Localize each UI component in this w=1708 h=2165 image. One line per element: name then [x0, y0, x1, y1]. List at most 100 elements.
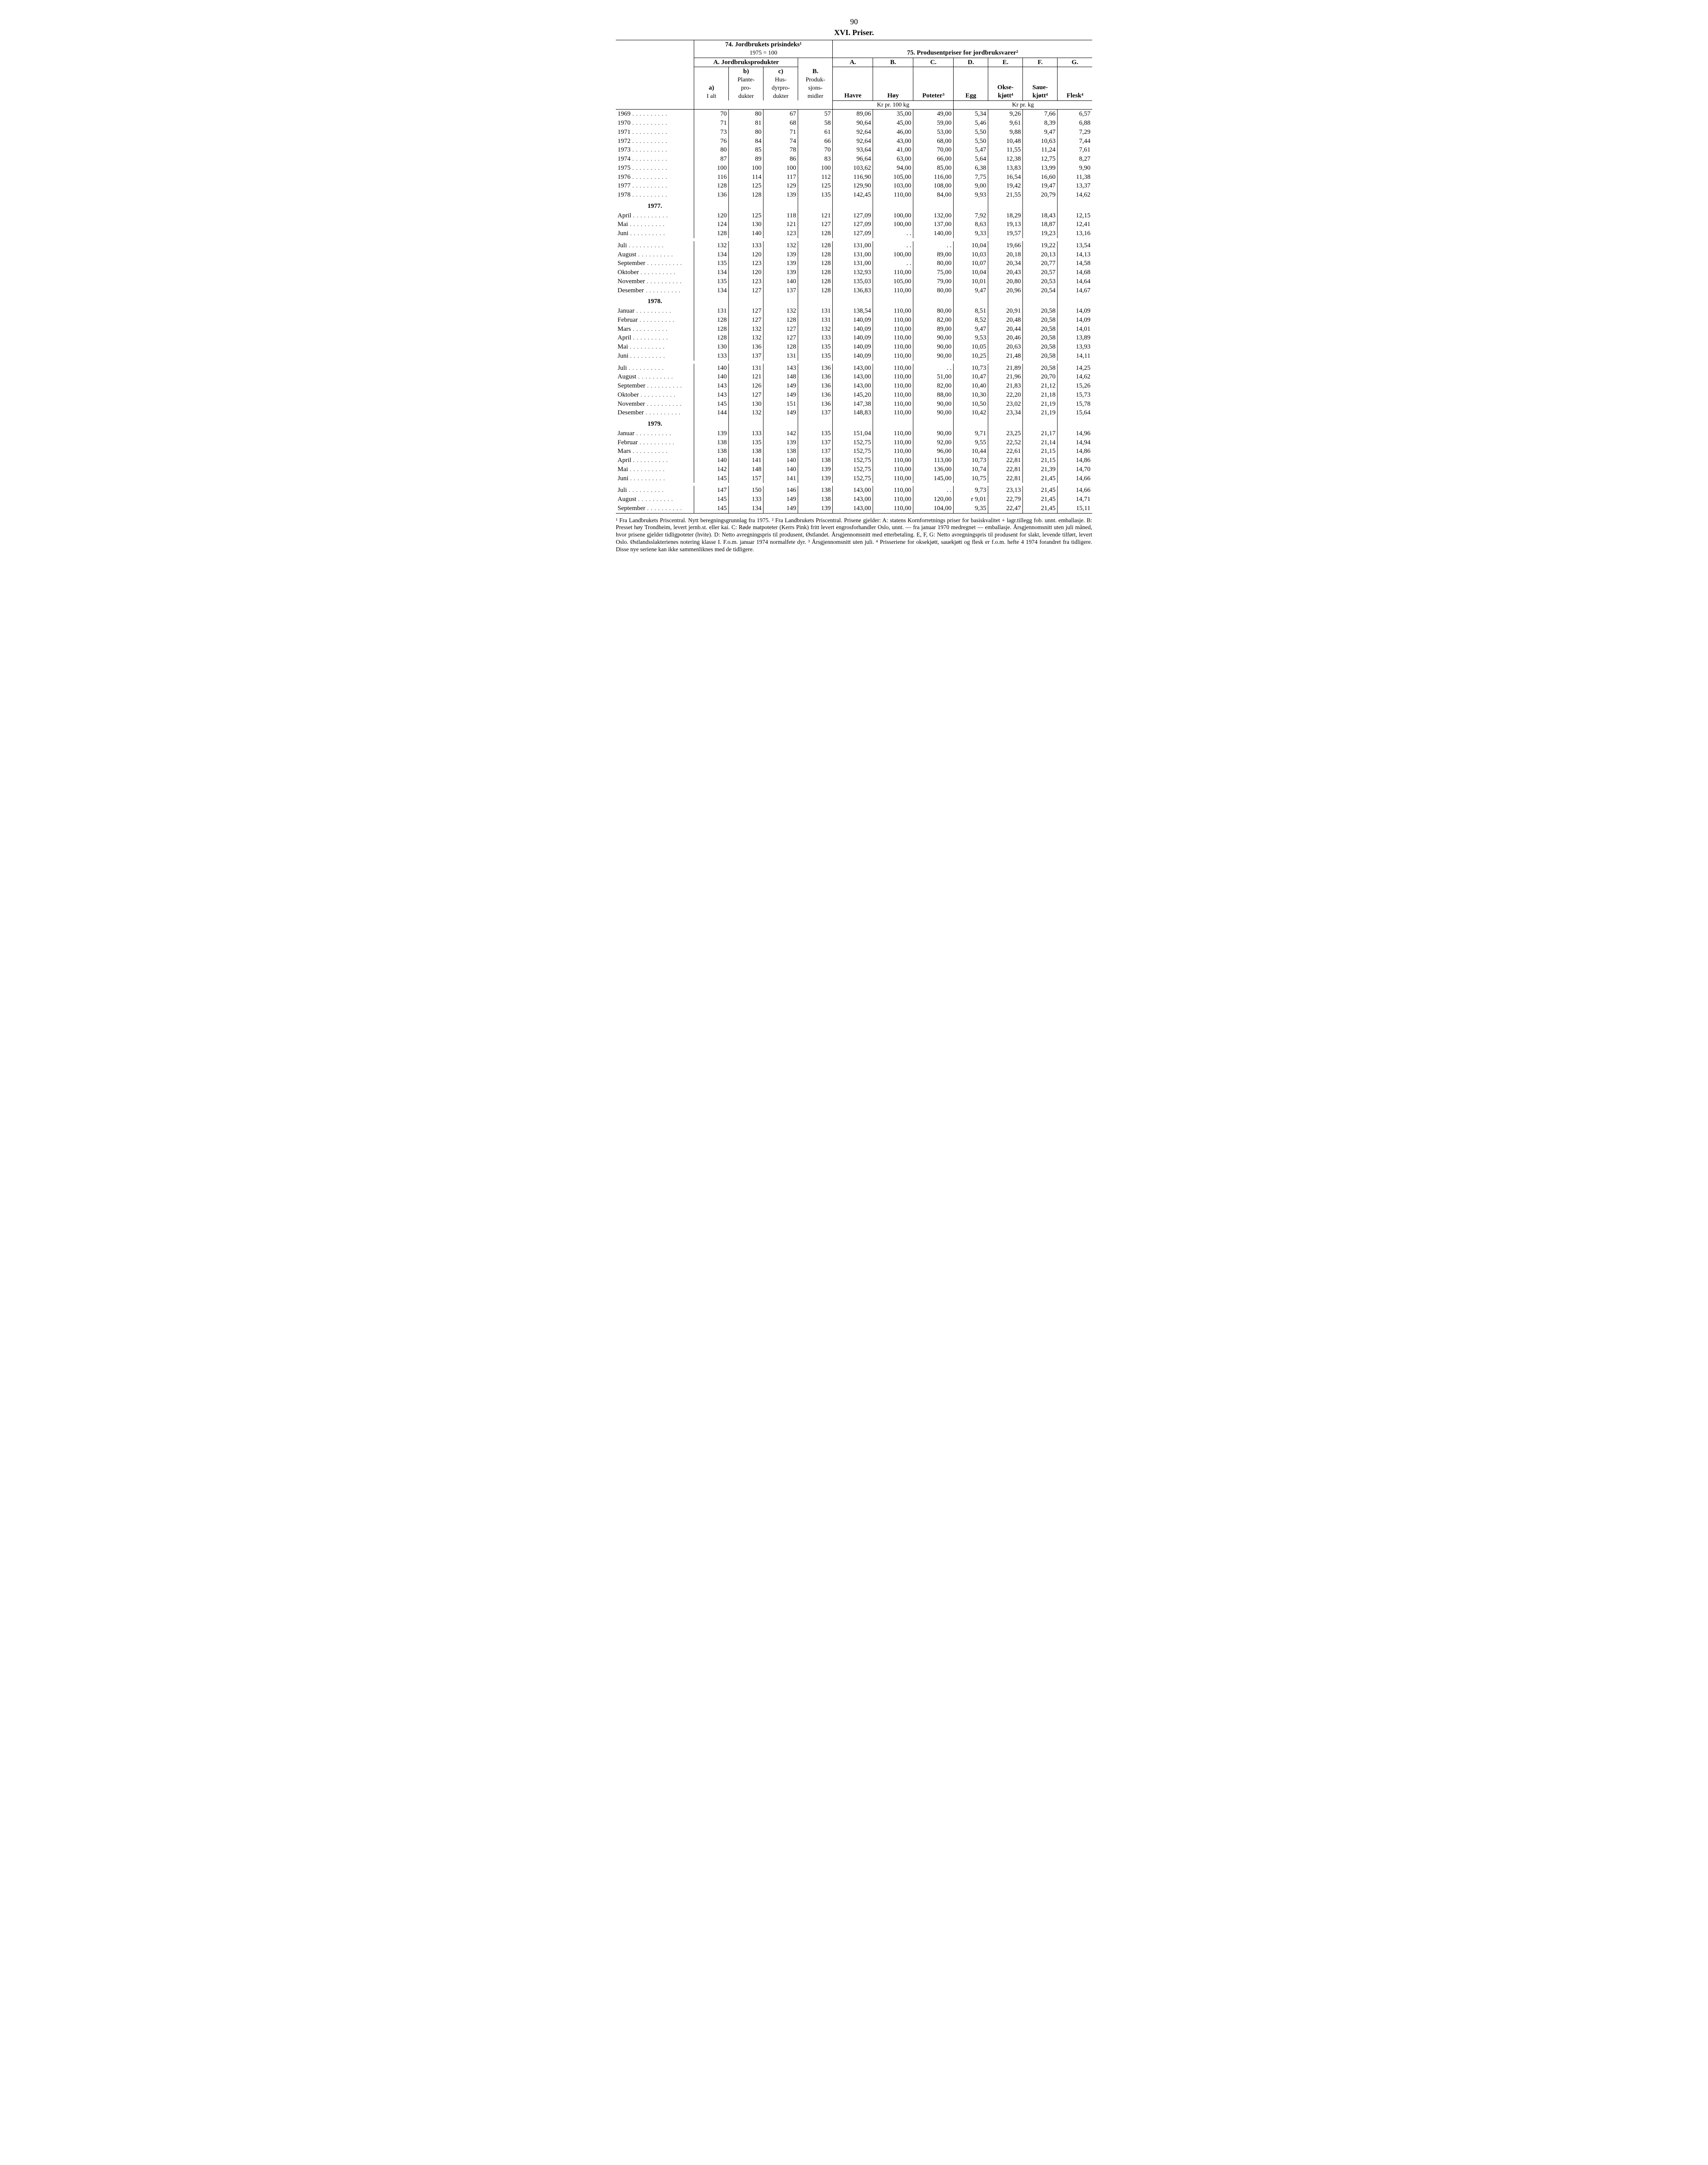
hdr-okse: Okse-kjøtt⁴ [988, 67, 1023, 101]
cell: 128 [694, 181, 729, 191]
cell: 82,00 [913, 381, 954, 391]
row-label: August [616, 372, 694, 381]
cell: 140 [729, 229, 763, 238]
cell: 151 [763, 400, 798, 409]
cell: 90,00 [913, 333, 954, 343]
cell: 140 [763, 465, 798, 474]
cell: 19,22 [1023, 241, 1058, 250]
cell: 14,11 [1058, 352, 1092, 361]
cell: 20,58 [1023, 307, 1058, 316]
cell: 10,07 [954, 259, 988, 268]
cell: 21,19 [1023, 400, 1058, 409]
cell: 21,39 [1023, 465, 1058, 474]
cell: 110,00 [873, 325, 913, 334]
cell: 104,00 [913, 504, 954, 513]
row-label: 1970 [616, 119, 694, 128]
cell: 21,45 [1023, 504, 1058, 513]
row-label: 1973 [616, 145, 694, 155]
cell: 68,00 [913, 137, 954, 146]
cell: 149 [763, 504, 798, 513]
cell: 10,04 [954, 268, 988, 277]
row-label: September [616, 381, 694, 391]
cell: 138 [729, 447, 763, 456]
cell: 18,29 [988, 211, 1023, 220]
cell: 113,00 [913, 456, 954, 465]
cell: 117 [763, 173, 798, 182]
cell: 20,57 [1023, 268, 1058, 277]
cell: 132,00 [913, 211, 954, 220]
cell: 127,09 [833, 229, 873, 238]
cell: 14,09 [1058, 307, 1092, 316]
cell: 13,99 [1023, 164, 1058, 173]
cell: 142 [694, 465, 729, 474]
cell: 100,00 [873, 211, 913, 220]
cell: 88,00 [913, 391, 954, 400]
hdr-B: B.Produk-sjons-midler [798, 58, 833, 100]
cell: 128 [763, 343, 798, 352]
row-label: Juni [616, 474, 694, 483]
row-label: Juli [616, 364, 694, 373]
row-label: November [616, 400, 694, 409]
cell: 13,37 [1058, 181, 1092, 191]
cell: 71 [763, 128, 798, 137]
cell: 138 [798, 495, 833, 504]
cell: 151,04 [833, 429, 873, 438]
cell: 16,60 [1023, 173, 1058, 182]
cell: 127 [763, 333, 798, 343]
cell: 127 [729, 391, 763, 400]
cell: 10,73 [954, 456, 988, 465]
cell: 133 [694, 352, 729, 361]
cell: 140,09 [833, 343, 873, 352]
cell: 86 [763, 155, 798, 164]
cell: 19,57 [988, 229, 1023, 238]
cell: 14,86 [1058, 447, 1092, 456]
cell: 9,93 [954, 191, 988, 200]
cell: 103,00 [873, 181, 913, 191]
cell: 110,00 [873, 316, 913, 325]
cell: 11,38 [1058, 173, 1092, 182]
cell: 147 [694, 486, 729, 495]
hdr-col-B: B. [873, 58, 913, 67]
cell: 92,00 [913, 438, 954, 447]
cell: 5,47 [954, 145, 988, 155]
cell: 89,06 [833, 110, 873, 119]
cell: 140 [763, 456, 798, 465]
cell: 20,58 [1023, 316, 1058, 325]
cell: 89,00 [913, 250, 954, 259]
cell: 128 [694, 316, 729, 325]
cell: 128 [798, 229, 833, 238]
cell: 140,09 [833, 325, 873, 334]
cell: 149 [763, 408, 798, 417]
cell: 108,00 [913, 181, 954, 191]
cell: 8,52 [954, 316, 988, 325]
cell: 138 [798, 486, 833, 495]
cell: 20,58 [1023, 352, 1058, 361]
cell: 116,90 [833, 173, 873, 182]
cell: 143,00 [833, 504, 873, 513]
cell: 110,00 [873, 429, 913, 438]
cell: 20,13 [1023, 250, 1058, 259]
cell: 105,00 [873, 173, 913, 182]
cell: 133 [729, 429, 763, 438]
cell: 59,00 [913, 119, 954, 128]
cell: 21,83 [988, 381, 1023, 391]
row-label: Januar [616, 307, 694, 316]
cell: 128 [798, 241, 833, 250]
cell: 90,64 [833, 119, 873, 128]
cell: 67 [763, 110, 798, 119]
cell: 5,64 [954, 155, 988, 164]
cell: 100 [694, 164, 729, 173]
cell: 120,00 [913, 495, 954, 504]
cell: 133 [729, 495, 763, 504]
cell: 135 [729, 438, 763, 447]
cell: 89,00 [913, 325, 954, 334]
row-label: Februar [616, 316, 694, 325]
cell: 139 [798, 474, 833, 483]
cell: 10,30 [954, 391, 988, 400]
cell: 20,46 [988, 333, 1023, 343]
cell: 20,58 [1023, 364, 1058, 373]
cell: 125 [729, 211, 763, 220]
row-label: Mai [616, 220, 694, 229]
cell: 121 [729, 372, 763, 381]
cell: 75,00 [913, 268, 954, 277]
